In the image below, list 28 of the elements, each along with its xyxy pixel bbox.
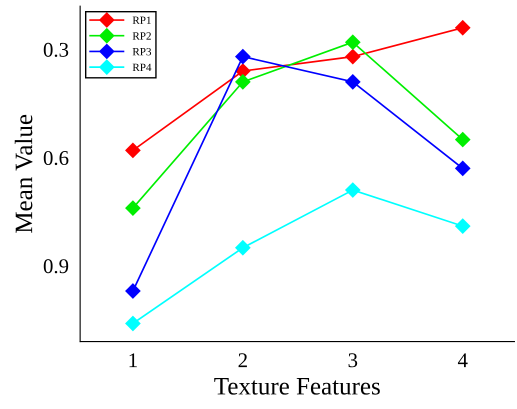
point (125, 200, 140, 216)
point (345, 34, 360, 50)
point (455, 132, 470, 148)
legend-label: RP3 (132, 48, 152, 56)
point (455, 20, 470, 36)
point (125, 142, 140, 158)
point (345, 49, 360, 64)
point (455, 160, 470, 176)
x-axis-title: Texture Features (214, 378, 380, 395)
point (235, 240, 250, 256)
x-tick-label: 3 (348, 353, 358, 368)
x-tick-label: 4 (458, 353, 468, 368)
point (125, 316, 140, 332)
legend-label: RP2 (132, 32, 151, 40)
point (345, 182, 360, 198)
y-axis-title: Mean Value (14, 114, 32, 233)
point (455, 218, 470, 234)
legend-label: RP1 (132, 16, 151, 24)
y-tick-label: 0.3 (44, 42, 68, 57)
x-tick-label: 1 (130, 353, 137, 368)
y-tick-label: 0.6 (44, 150, 68, 166)
point (235, 74, 250, 90)
point (345, 74, 360, 90)
y-tick-label: 0.9 (44, 259, 68, 274)
point (125, 283, 140, 299)
x-tick-label: 2 (238, 353, 247, 368)
point (235, 49, 250, 64)
legend-label: RP4 (132, 64, 152, 72)
